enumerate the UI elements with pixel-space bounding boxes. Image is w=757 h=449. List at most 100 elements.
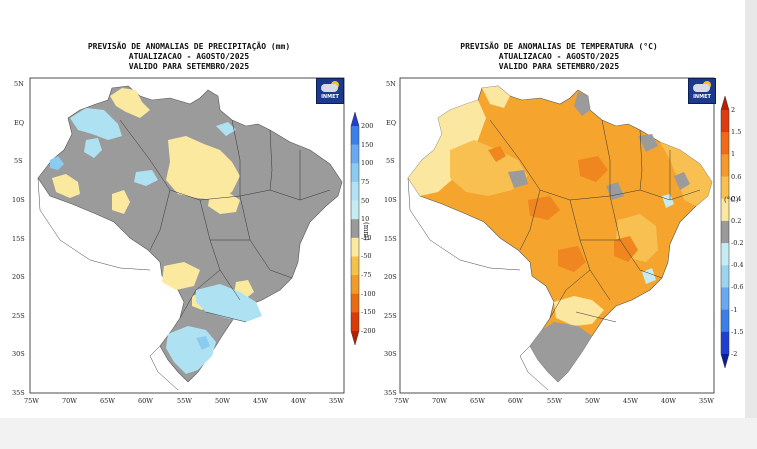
colorbar-tick-label: 0.6 (731, 172, 742, 181)
bottom-margin-strip (0, 418, 757, 449)
colorbar-segment (351, 312, 359, 332)
colorbar-tick-label: -2 (731, 350, 738, 358)
precip-yellow-patch-west (52, 174, 80, 198)
colorbar-segment (721, 331, 729, 355)
precip-lat-25s: 25S (12, 312, 25, 320)
precip-lon-65w: 65W (100, 397, 115, 405)
temp-lon-70w: 70W (432, 397, 447, 405)
temp-title-line1: PREVISÃO DE ANOMALIAS DE TEMPERATURA (°C… (460, 42, 658, 51)
precipitation-anomaly-panel: PREVISÃO DE ANOMALIAS DE PRECIPITAÇÃO (m… (0, 0, 378, 418)
colorbar-top-arrow (351, 112, 359, 126)
temp-darkorange-amazonas (488, 146, 506, 162)
temp-lat-35s: 35S (384, 389, 397, 397)
precip-title-line2: ATUALIZACAO - AGOSTO/2025 (128, 52, 250, 61)
colorbar-outline (720, 95, 730, 369)
precip-lon-35w: 35W (329, 397, 344, 405)
colorbar-segment (351, 293, 359, 313)
temp-lon-75w: 75W (394, 397, 409, 405)
precip-yellow-patch-south-central (162, 262, 200, 290)
precip-blue-patch-far-west (50, 156, 64, 170)
colorbar-outline (350, 111, 360, 346)
precip-lat-5s: 5S (14, 157, 23, 165)
precip-lat-30s: 30S (12, 350, 25, 358)
cloud-icon (321, 84, 338, 92)
colorbar-tick-label: -10 (361, 233, 372, 242)
precip-yellow-patch-acre (112, 190, 130, 214)
temp-lat-10s: 10S (384, 196, 397, 204)
temp-unit-label: (°C) (724, 196, 739, 204)
temp-gray-coast (638, 134, 658, 152)
precip-title-line1: PREVISÃO DE ANOMALIAS DE PRECIPITAÇÃO (m… (87, 42, 291, 51)
temp-darkorange-tocantins (578, 156, 608, 182)
colorbar-tick-label: 1.5 (731, 128, 742, 137)
precip-lon-40w: 40W (291, 397, 306, 405)
colorbar-tick-label: -150 (361, 308, 376, 317)
temp-lat-5n: 5N (386, 80, 396, 88)
temp-lat-5s: 5S (386, 157, 395, 165)
temp-lon-35w: 35W (699, 397, 714, 405)
precip-blue-patch-center (134, 170, 158, 186)
temperature-anomaly-panel: PREVISÃO DE ANOMALIAS DE TEMPERATURA (°C… (378, 0, 745, 418)
colorbar-segment (721, 198, 729, 222)
colorbar-tick-label: 0.2 (731, 216, 742, 225)
precip-lat-10s: 10S (12, 196, 25, 204)
colorbar-tick-label: -50 (361, 252, 372, 261)
colorbar-tick-label: -75 (361, 271, 372, 280)
colorbar-bottom-arrow (721, 354, 729, 368)
temp-gray-east (606, 182, 624, 200)
precip-yellow-patch-midwest (208, 192, 240, 214)
precip-colorbar (350, 111, 360, 346)
precip-lat-eq: EQ (14, 119, 25, 127)
temp-lon-55w: 55W (547, 397, 562, 405)
logo-text: INMET (321, 94, 339, 100)
colorbar-tick-label: -1 (731, 305, 738, 314)
colorbar-segment (351, 126, 359, 145)
temp-title-line3: VALIDO PARA SETEMBRO/2025 (498, 62, 620, 71)
inmet-logo-left: INMET (316, 78, 344, 104)
temp-gray-center (508, 170, 528, 188)
temp-lat-30s: 30S (384, 350, 397, 358)
colorbar-segment (721, 243, 729, 266)
precip-yellow-patch-north (110, 88, 150, 118)
temp-lat-15s: 15S (384, 235, 397, 243)
precip-lon-75w: 75W (24, 397, 39, 405)
precip-blue-patch-para-coast (216, 122, 236, 136)
precip-lat-20s: 20S (12, 273, 25, 281)
precip-map (29, 77, 345, 394)
precip-blue-patch-south-1 (196, 284, 262, 322)
temp-lon-45w: 45W (623, 397, 638, 405)
precip-lon-45w: 45W (253, 397, 268, 405)
colorbar-segment (351, 219, 359, 239)
logo-text: INMET (693, 94, 711, 100)
colorbar-tick-label: 10 (361, 215, 370, 224)
colorbar-segment (721, 176, 729, 200)
right-margin-strip (745, 0, 757, 449)
temp-lon-50w: 50W (585, 397, 600, 405)
inmet-logo-right: INMET (688, 78, 716, 104)
precip-lon-55w: 55W (177, 397, 192, 405)
colorbar-segment (721, 154, 729, 177)
precip-lon-60w: 60W (138, 397, 153, 405)
temp-darkorange-center (528, 196, 560, 220)
colorbar-segment (721, 110, 729, 133)
precip-state-borders (119, 119, 331, 323)
temp-darkorange-goias (558, 246, 586, 272)
colorbar-tick-label: 150 (361, 140, 374, 149)
colorbar-tick-label: 2 (731, 106, 736, 114)
colorbar-tick-label: -0.4 (731, 261, 744, 270)
precip-lat-5n: 5N (14, 80, 24, 88)
colorbar-tick-label: -1.5 (731, 327, 744, 336)
temp-yellow-north (482, 86, 510, 108)
colorbar-segment (351, 163, 359, 183)
temp-yellow-west (408, 100, 486, 196)
temp-yellow-south (554, 296, 604, 326)
temp-colorbar (720, 95, 730, 369)
colorbar-top-arrow (721, 96, 729, 110)
temp-map (399, 77, 715, 394)
temp-lon-40w: 40W (661, 397, 676, 405)
colorbar-segment (351, 275, 359, 295)
colorbar-segment (351, 144, 359, 164)
temp-lightorange-amazon (450, 140, 528, 196)
colorbar-tick-label: 1 (731, 150, 736, 159)
colorbar-tick-label: -200 (361, 327, 376, 335)
